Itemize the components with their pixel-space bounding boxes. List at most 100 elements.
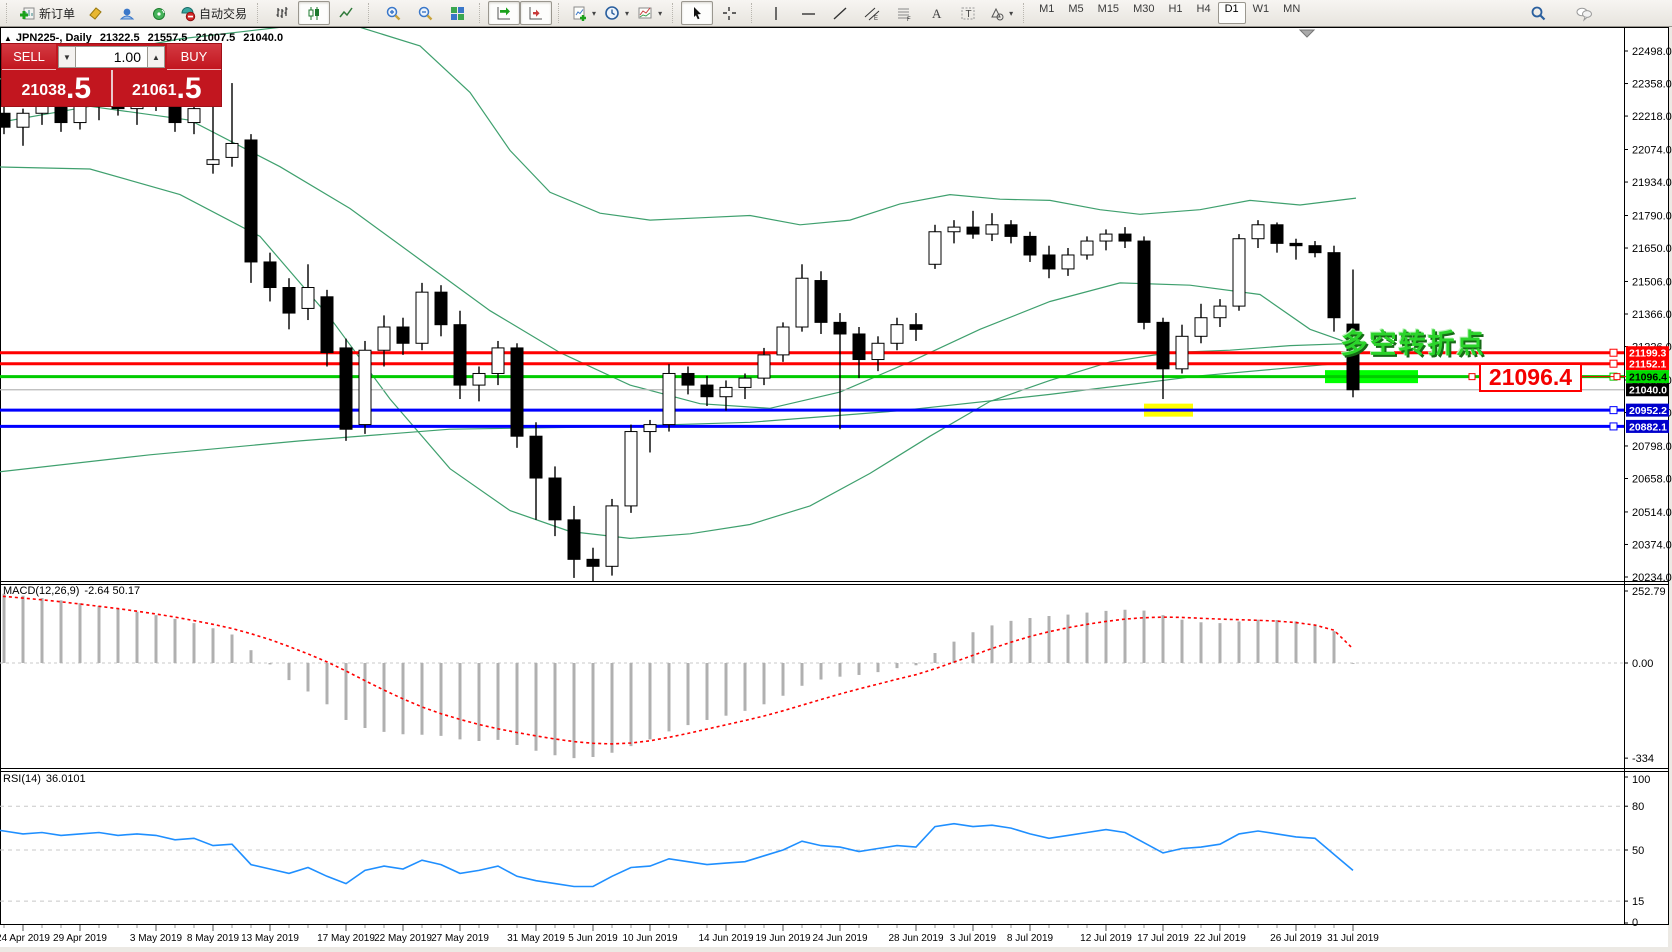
low-value: 21007.5	[195, 32, 236, 44]
chart-shift-icon	[528, 5, 545, 22]
close-value: 21040.0	[243, 32, 284, 44]
chart-window: ▲ JPN225-, Daily 21322.5 21557.5 21007.5 …	[0, 27, 1672, 947]
price-callout-box[interactable]: 21096.4	[1479, 363, 1582, 392]
new-chart-button[interactable]: ▾	[567, 1, 600, 25]
trendline-icon	[832, 5, 849, 22]
periods-button[interactable]: ▾	[600, 1, 633, 25]
signal-icon	[151, 5, 168, 22]
buy-button[interactable]: BUY	[167, 44, 221, 70]
svg-text:20952.2: 20952.2	[1629, 405, 1667, 417]
toolbar-separator	[368, 3, 373, 23]
svg-text:12 Jul 2019: 12 Jul 2019	[1080, 933, 1132, 944]
timeframe-MN-button[interactable]: MN	[1283, 3, 1301, 15]
svg-text:20234.0: 20234.0	[1632, 572, 1672, 584]
svg-text:22498.0: 22498.0	[1632, 46, 1672, 58]
timeframe-W1-button[interactable]: W1	[1252, 3, 1270, 15]
search-button[interactable]	[1522, 1, 1554, 25]
volume-increase-button[interactable]: ▲	[147, 46, 165, 68]
svg-text:21040.0: 21040.0	[1629, 385, 1667, 397]
trendline-button[interactable]	[824, 1, 856, 25]
timeframe-D1-button[interactable]: D1	[1217, 2, 1246, 24]
timeframe-M15-button[interactable]: M15	[1097, 3, 1120, 15]
label-button[interactable]: T	[952, 1, 984, 25]
svg-text:20882.1: 20882.1	[1629, 421, 1667, 433]
svg-text:22 May 2019: 22 May 2019	[374, 933, 432, 944]
quotes-icon	[87, 5, 104, 22]
sell-button[interactable]: SELL	[2, 44, 56, 70]
buy-price[interactable]: 21061.5	[131, 72, 202, 105]
chat-button[interactable]	[1568, 1, 1600, 25]
zoom-out-button[interactable]	[409, 1, 441, 25]
toolbar-separator	[1023, 3, 1028, 23]
community-button[interactable]	[111, 1, 143, 25]
timeframe-H1-button[interactable]: H1	[1168, 3, 1183, 15]
channel-button[interactable]: E	[856, 1, 888, 25]
timeframe-M1-button[interactable]: M1	[1039, 3, 1055, 15]
zoom-in-icon	[385, 5, 402, 22]
indicators-button[interactable]: ▾	[633, 1, 666, 25]
crosshair-icon	[721, 5, 738, 22]
svg-text:22358.0: 22358.0	[1632, 79, 1672, 91]
auto-scroll-button[interactable]	[488, 1, 521, 25]
fibonacci-button[interactable]: F	[888, 1, 920, 25]
svg-text:A: A	[932, 6, 942, 21]
chart-shift-button[interactable]	[520, 1, 553, 25]
zoom-in-button[interactable]	[377, 1, 409, 25]
svg-text:24 Apr 2019: 24 Apr 2019	[0, 933, 50, 944]
indicators-icon	[637, 5, 654, 22]
chart-canvas[interactable]: 22498.0 22358.0 22218.0 22074.0 21934.0 21790…	[0, 27, 1672, 952]
svg-text:17 Jul 2019: 17 Jul 2019	[1137, 933, 1189, 944]
volume-decrease-button[interactable]: ▼	[58, 46, 76, 68]
cursor-button[interactable]	[681, 1, 714, 25]
chat-icon	[1576, 5, 1593, 22]
timeframe-H4-button[interactable]: H4	[1196, 3, 1211, 15]
svg-text:21096.4: 21096.4	[1629, 372, 1667, 384]
svg-text:17 May 2019: 17 May 2019	[317, 933, 375, 944]
svg-text:0: 0	[1632, 917, 1638, 929]
svg-text:21152.1: 21152.1	[1629, 359, 1667, 371]
turning-point-annotation[interactable]: 多空转折点	[1340, 329, 1486, 359]
svg-text:27 May 2019: 27 May 2019	[431, 933, 489, 944]
svg-text:T: T	[965, 9, 971, 20]
svg-text:26 Jul 2019: 26 Jul 2019	[1270, 933, 1322, 944]
toolbar-separator	[558, 3, 563, 23]
open-value: 21322.5	[99, 32, 140, 44]
bar-chart-button[interactable]	[266, 1, 298, 25]
volume-input[interactable]: 1.00	[76, 46, 147, 68]
toolbar-separator	[751, 3, 756, 23]
svg-text:10 Jun 2019: 10 Jun 2019	[622, 933, 677, 944]
signal-button[interactable]	[143, 1, 175, 25]
rsi-pane	[0, 805, 1624, 902]
toolbar-separator	[257, 3, 262, 23]
pane-borders	[0, 27, 1669, 925]
text-button[interactable]: A	[920, 1, 952, 25]
new-order-button[interactable]: 新订单	[15, 1, 79, 25]
collapse-arrow-icon[interactable]: ▲	[4, 34, 12, 43]
timeframe-M30-button[interactable]: M30	[1133, 3, 1155, 15]
svg-text:20374.0: 20374.0	[1632, 539, 1672, 551]
bar-chart-icon	[274, 5, 291, 22]
svg-text:21199.3: 21199.3	[1629, 348, 1667, 360]
sell-price[interactable]: 21038.5	[21, 72, 92, 105]
svg-text:19 Jun 2019: 19 Jun 2019	[755, 933, 810, 944]
quotes-button[interactable]	[79, 1, 111, 25]
tile-windows-button[interactable]	[441, 1, 473, 25]
candlestick-icon	[306, 5, 323, 22]
autotrade-button[interactable]: 自动交易	[175, 1, 251, 25]
shapes-button[interactable]: ▾	[984, 1, 1017, 25]
chart-shift-marker[interactable]	[1298, 29, 1316, 38]
vertical-line-icon	[768, 5, 785, 22]
timeframe-M5-button[interactable]: M5	[1068, 3, 1084, 15]
svg-text:3 May 2019: 3 May 2019	[130, 933, 183, 944]
crosshair-button[interactable]	[713, 1, 745, 25]
svg-text:31 Jul 2019: 31 Jul 2019	[1327, 933, 1379, 944]
svg-text:50: 50	[1632, 845, 1644, 857]
svg-text:29 Apr 2019: 29 Apr 2019	[53, 933, 107, 944]
line-chart-button[interactable]	[330, 1, 362, 25]
candlestick-button[interactable]	[298, 1, 331, 25]
macd-axis: 252.79 0.00 -334	[1624, 586, 1666, 765]
horizontal-line-button[interactable]	[792, 1, 824, 25]
rsi-axis: 100 80 50 15 0	[1624, 774, 1650, 929]
vertical-line-button[interactable]	[760, 1, 792, 25]
